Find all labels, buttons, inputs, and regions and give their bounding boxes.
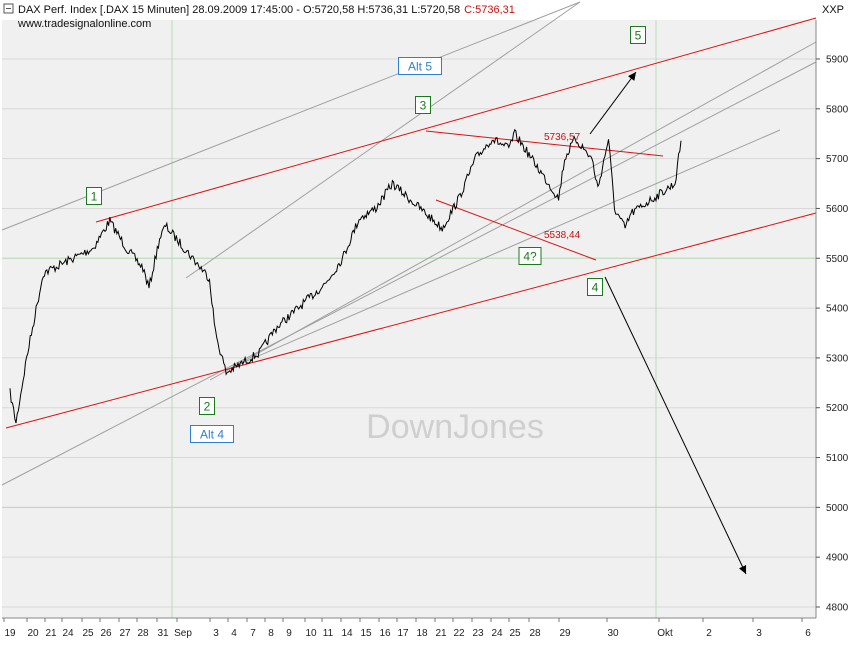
y-tick-label: 5600 — [826, 204, 849, 215]
y-tick-label: 5400 — [826, 304, 849, 315]
y-tick-label: 5700 — [826, 154, 849, 165]
x-tick-label: 4 — [231, 628, 237, 639]
x-tick-label: 15 — [360, 628, 372, 639]
y-tick-label: 5100 — [826, 453, 849, 464]
x-tick-label: 21 — [435, 628, 447, 639]
channel-line — [95, 17, 817, 223]
wave-label-text: 4? — [523, 250, 537, 264]
wave-label-box — [415, 96, 431, 114]
trend-line — [1, 61, 817, 486]
source-text: www.tradesignalonline.com — [17, 18, 151, 30]
wave-label-text: 4 — [592, 281, 599, 295]
x-tick-label: 20 — [27, 628, 39, 639]
x-tick-label: 26 — [100, 628, 112, 639]
dax-price-line — [9, 128, 682, 424]
y-tick-label: 5200 — [826, 403, 849, 414]
y-tick-label: 5000 — [826, 503, 849, 514]
price-annotation: 5538,44 — [544, 230, 581, 241]
wave-label-text: 2 — [204, 400, 211, 414]
trend-lines — [1, 1, 817, 486]
x-tick-label: 21 — [45, 628, 57, 639]
x-tick-label: 28 — [529, 628, 541, 639]
x-tick-label: 19 — [4, 628, 16, 639]
y-tick-label: 4800 — [826, 603, 849, 614]
trend-line — [225, 129, 781, 371]
y-tick-label: 5800 — [826, 104, 849, 115]
x-tick-label: 17 — [397, 628, 409, 639]
x-tick-label: 23 — [472, 628, 484, 639]
wave-label-box — [199, 397, 215, 415]
x-tick-label: 31 — [157, 628, 169, 639]
y-tick-label: 4900 — [826, 553, 849, 564]
close-value: C:5736,31 — [464, 4, 515, 16]
price-series — [9, 128, 682, 424]
plot-area — [2, 20, 816, 618]
wave-label-text: 3 — [420, 99, 427, 113]
wave-label-box — [587, 278, 603, 296]
wave-label-box — [86, 187, 102, 205]
channel-line — [425, 130, 664, 157]
unit-label: XXP — [822, 4, 844, 16]
channel-line — [435, 199, 597, 261]
x-tick-label: 14 — [341, 628, 353, 639]
trend-line — [209, 41, 817, 381]
x-tick-label: 22 — [453, 628, 465, 639]
expand-icon[interactable] — [3, 3, 14, 14]
channel-line — [5, 212, 817, 429]
x-tick-label: 16 — [379, 628, 391, 639]
wave-labels: 1 2 3 4? 4 5 Alt 4 Alt 5 5736,57 5538,44 — [86, 26, 646, 443]
x-tick-label: 24 — [491, 628, 503, 639]
wave-label-box — [190, 425, 234, 443]
x-tick-label: 25 — [509, 628, 521, 639]
x-tick-label: 27 — [119, 628, 131, 639]
x-tick-label: 8 — [268, 628, 274, 639]
x-tick-label: 11 — [323, 628, 334, 639]
y-tick-label: 5900 — [826, 54, 849, 65]
down-arrow-head — [738, 565, 747, 574]
up-arrow-head — [628, 72, 636, 81]
axes: 4800 4900 5000 5100 5200 5300 5400 5500 5600 5700… — [2, 20, 849, 639]
x-tick-label: 10 — [305, 628, 317, 639]
x-tick-label: 25 — [82, 628, 94, 639]
x-tick-label: 2 — [706, 628, 712, 639]
x-tick-label: 29 — [559, 628, 571, 639]
wave-label-text: 5 — [635, 29, 642, 43]
chart-title: DAX Perf. Index [.DAX 15 Minuten] 28.09.… — [18, 4, 460, 16]
red-channel-lines — [5, 17, 817, 429]
x-tick-label: 28 — [137, 628, 149, 639]
x-tick-label: 3 — [756, 628, 762, 639]
x-tick-label: 7 — [250, 628, 256, 639]
x-tick-label: 9 — [286, 628, 292, 639]
chart-header: DAX Perf. Index [.DAX 15 Minuten] 28.09.… — [3, 3, 844, 30]
wave-label-box — [398, 57, 442, 75]
x-tick-label: 24 — [62, 628, 74, 639]
x-tick-label: Okt — [657, 628, 673, 639]
wave-label-text: 1 — [91, 190, 98, 204]
wave-label-box — [518, 247, 542, 265]
watermark-group: DownJones — [366, 408, 544, 446]
projection-arrows — [589, 71, 747, 575]
watermark-text: DownJones — [366, 408, 544, 446]
x-tick-label: 6 — [805, 628, 811, 639]
x-tick-label: 18 — [416, 628, 428, 639]
x-tick-label: Sep — [174, 628, 192, 639]
trend-line — [185, 1, 581, 279]
up-arrow — [589, 71, 637, 135]
wave-label-text: Alt 5 — [408, 60, 432, 74]
wave-label-text: Alt 4 — [200, 428, 224, 442]
down-arrow — [604, 276, 747, 575]
y-tick-label: 5300 — [826, 353, 849, 364]
y-tick-label: 5500 — [826, 254, 849, 265]
price-annotation: 5736,57 — [544, 132, 581, 143]
x-tick-label: 30 — [607, 628, 619, 639]
x-tick-label: 3 — [213, 628, 219, 639]
wave-label-box — [630, 26, 646, 44]
